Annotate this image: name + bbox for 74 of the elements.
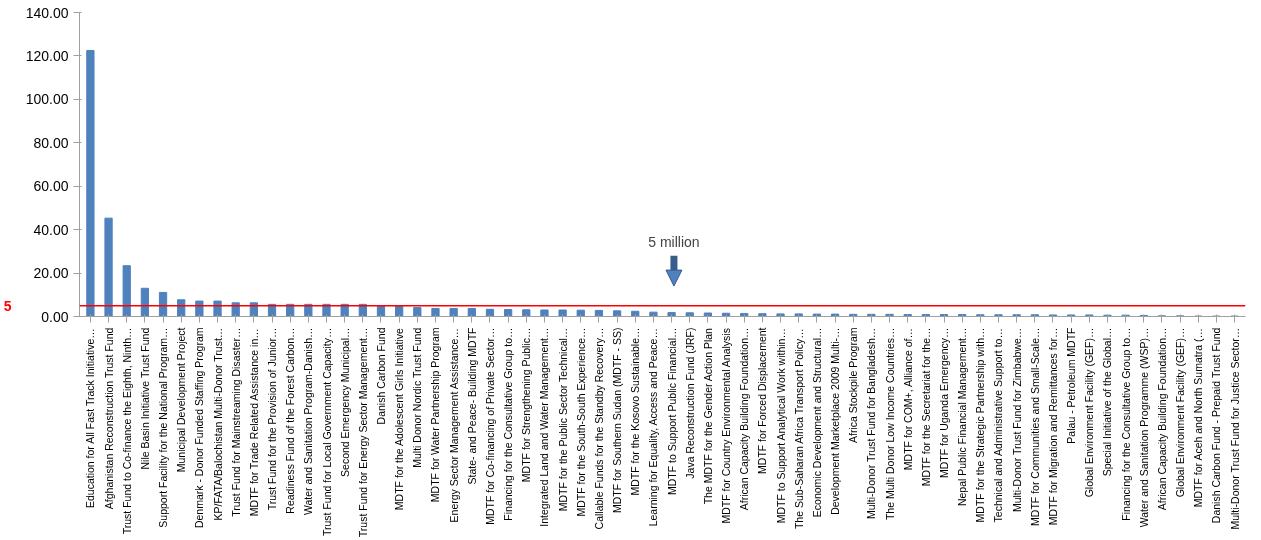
x-tick-label: Special Initiative of the Global… bbox=[1101, 327, 1114, 477]
x-tick-label: Java Reconstruction Fund (JRF) bbox=[683, 327, 696, 479]
x-tick-label: The Multi Donor Low Income Countries… bbox=[883, 327, 896, 521]
x-tick-label: MDTF for Forced Displacement bbox=[756, 327, 769, 474]
x-tick-label: MDTF to Support Public Financial… bbox=[665, 327, 678, 495]
x-tick-label: Readiness Fund of the Forest Carbon… bbox=[284, 327, 297, 514]
x-tick-label: MDTF to Support Analytical Work within… bbox=[774, 328, 787, 524]
x-tick-label: Trust Fund for the Provision of Junior… bbox=[266, 327, 279, 511]
x-tick-label: MDTF for the Strategic Partnership with… bbox=[974, 327, 987, 523]
x-tick-label: MDTF for Communities and Small-Scale… bbox=[1028, 327, 1041, 526]
x-tick-label: Integrated Land and Water Management… bbox=[538, 327, 551, 527]
x-tick-label: MDTF for the Kosovo Sustainable… bbox=[629, 327, 642, 496]
x-tick-label: Water and Sanitation Program-Danish… bbox=[302, 327, 315, 516]
x-tick-label: Development Marketplace 2009 Multi-… bbox=[829, 327, 842, 515]
y-tick-label: 40.00 bbox=[33, 221, 69, 238]
x-tick-label: MDTF for the Public Sector Technical… bbox=[556, 327, 569, 512]
y-tick-label: 60.00 bbox=[33, 178, 69, 195]
x-tick-label: Nile Basin Initiative Trust Fund bbox=[138, 327, 151, 470]
x-tick-label: MDTF for Southern Sudan (MDTF - SS) bbox=[611, 327, 624, 514]
x-tick-label: Learning for Equality, Access and Peace… bbox=[647, 328, 660, 527]
x-tick-label: State- and Peace- Building MDTF bbox=[465, 327, 478, 485]
x-tick-label: Technical and Administrative Support to… bbox=[992, 328, 1005, 523]
x-tick-label: MDTF for Water Partnership Program bbox=[429, 327, 442, 503]
y-tick-label: 20.00 bbox=[33, 265, 69, 282]
x-tick-label: MDTF for Trade Related Assistance in… bbox=[247, 328, 260, 517]
x-tick-label: Africa Stockpile Program bbox=[847, 327, 860, 444]
x-tick-label: Callable Funds for the Standby Recovery… bbox=[592, 327, 605, 530]
x-tick-label: Denmark - Donor Funded Staffing Program bbox=[193, 327, 206, 529]
x-tick-label: Water and Sanitation Programme (WSP)… bbox=[1137, 327, 1150, 528]
x-tick-label: MDTF for Uganda Emergency… bbox=[938, 327, 951, 479]
x-tick-label: MDTF for the South-South Experience… bbox=[574, 327, 587, 517]
x-tick-label: Multi-Donor Trust Fund for Bangladesh… bbox=[865, 327, 878, 520]
y-tick-label: 100.00 bbox=[25, 91, 69, 108]
x-tick-label: Afghanistan Reconstruction Trust Fund bbox=[102, 327, 115, 510]
x-tick-label: Multi-Donor Trust Fund for Zimbabwe… bbox=[1010, 327, 1023, 513]
x-tick-label: The MDTF for the Gender Action Plan bbox=[701, 327, 714, 505]
x-tick-label: Municipal Development Project bbox=[175, 327, 188, 473]
x-tick-label: Danish Carbon Fund - Prepaid Trust Fund bbox=[1210, 327, 1223, 524]
x-tick-label: MDTF for the Secretariat for the… bbox=[919, 327, 932, 487]
y-tick-label: 120.00 bbox=[25, 47, 69, 64]
x-tick-label: MDTF for Co-financing of Private Sector… bbox=[483, 327, 496, 525]
x-tick-label: Multi Donor Nordic Trust Fund bbox=[411, 327, 424, 468]
x-tick-label: Second Emergency Municipal… bbox=[338, 327, 351, 477]
x-tick-label: Trust Fund for Mainstreaming Disaster… bbox=[229, 327, 242, 517]
x-tick-label: MDTF for Country Environmental Analysis bbox=[720, 328, 733, 524]
x-tick-label: Economic Development and Structural… bbox=[810, 327, 823, 518]
y-tick-label: 140.00 bbox=[25, 4, 69, 21]
x-tick-label: African Capacity Building Foundation… bbox=[1155, 327, 1168, 511]
x-tick-label: Multi-Donor Trust Fund for Justice Sector… bbox=[1228, 327, 1241, 530]
x-tick-label: Trust Fund to Co-finance the Eighth, Ninth… bbox=[120, 327, 133, 535]
x-tick-label: MDTF for Strengthening Public… bbox=[520, 327, 533, 483]
annotation: 5 million bbox=[648, 233, 700, 250]
x-tick-label: MDTF for Migration and Remittances for… bbox=[1046, 327, 1059, 526]
x-tick-label: Nepal Public Financial Management… bbox=[956, 327, 969, 507]
x-tick-label: Energy Sector Management Assistance… bbox=[447, 328, 460, 523]
ref-line-label: 5 bbox=[3, 297, 12, 314]
x-tick-label: MDTF for COM+, Alliance of… bbox=[901, 328, 914, 471]
x-tick-label: Trust Fund for Local Government Capacity… bbox=[320, 327, 333, 537]
x-tick-label: MDTF for Aceh and North Sumatra (… bbox=[1192, 328, 1205, 508]
x-tick-label: Global Environment Facility (GEF)… bbox=[1083, 327, 1096, 498]
x-tick-label: Trust Fund for Energy Sector Management… bbox=[356, 327, 369, 538]
x-tick-label: KP/FATA/Balochistan Multi-Donor Trust… bbox=[211, 327, 224, 521]
x-tick-label: MDTF for the Adolescent Girls Initiative bbox=[393, 327, 406, 511]
x-tick-label: The Sub-Saharan Africa Transport Policy… bbox=[792, 328, 805, 530]
x-tick-label: African Capacity Building Foundation… bbox=[738, 327, 751, 511]
x-tick-label: Palau - Petroleum MDTF bbox=[1065, 327, 1078, 444]
x-tick-label: Financing for the Consultative Group to… bbox=[502, 327, 515, 521]
x-tick-label: Global Environment Facility (GEF)… bbox=[1174, 327, 1187, 498]
x-tick-label: Education for All Fast Track Initiative… bbox=[84, 328, 97, 509]
x-tick-label: Support Facility for the National Program… bbox=[157, 327, 170, 528]
y-tick-label: 80.00 bbox=[33, 134, 69, 151]
x-tick-label: Danish Carbon Fund bbox=[374, 327, 387, 425]
x-tick-label: Financing for the Consultative Group to… bbox=[1119, 327, 1132, 521]
y-tick-label: 0.00 bbox=[41, 308, 69, 325]
